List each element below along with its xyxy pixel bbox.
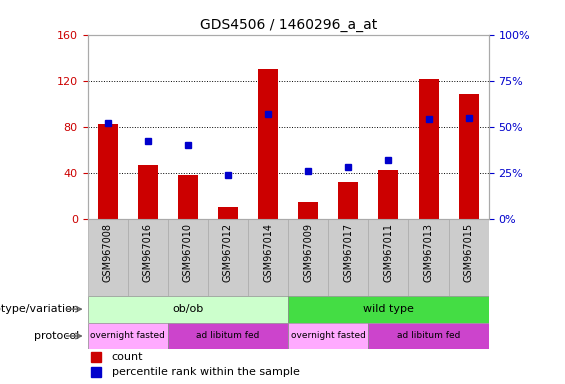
- Bar: [98, 124, 118, 219]
- Bar: [218, 207, 238, 219]
- Text: overnight fasted: overnight fasted: [291, 331, 366, 341]
- Text: overnight fasted: overnight fasted: [90, 331, 165, 341]
- Text: wild type: wild type: [363, 304, 414, 314]
- Text: ad libitum fed: ad libitum fed: [196, 331, 260, 341]
- Text: GSM967012: GSM967012: [223, 223, 233, 282]
- Bar: [168, 323, 288, 349]
- Bar: [449, 219, 489, 296]
- Bar: [338, 182, 358, 219]
- Bar: [88, 219, 128, 296]
- Bar: [88, 323, 168, 349]
- Bar: [368, 323, 489, 349]
- Text: GSM967015: GSM967015: [464, 223, 473, 282]
- Bar: [379, 170, 398, 219]
- Text: GSM967011: GSM967011: [384, 223, 393, 282]
- Bar: [298, 202, 318, 219]
- Text: GSM967013: GSM967013: [424, 223, 433, 282]
- Bar: [248, 219, 288, 296]
- Text: GSM967014: GSM967014: [263, 223, 273, 282]
- Bar: [288, 219, 328, 296]
- Bar: [178, 175, 198, 219]
- Bar: [258, 69, 278, 219]
- Bar: [88, 296, 288, 323]
- Text: protocol: protocol: [34, 331, 80, 341]
- Bar: [128, 219, 168, 296]
- Text: genotype/variation: genotype/variation: [0, 304, 80, 314]
- Bar: [459, 94, 479, 219]
- Bar: [288, 323, 368, 349]
- Text: GSM967008: GSM967008: [103, 223, 112, 282]
- Bar: [138, 165, 158, 219]
- Bar: [328, 219, 368, 296]
- Text: GSM967016: GSM967016: [143, 223, 153, 282]
- Title: GDS4506 / 1460296_a_at: GDS4506 / 1460296_a_at: [199, 18, 377, 32]
- Text: GSM967009: GSM967009: [303, 223, 313, 282]
- Bar: [208, 219, 248, 296]
- Bar: [408, 219, 449, 296]
- Text: ob/ob: ob/ob: [172, 304, 203, 314]
- Text: count: count: [112, 352, 143, 362]
- Bar: [368, 219, 408, 296]
- Text: GSM967017: GSM967017: [344, 223, 353, 282]
- Text: ad libitum fed: ad libitum fed: [397, 331, 460, 341]
- Text: GSM967010: GSM967010: [183, 223, 193, 282]
- Bar: [288, 296, 489, 323]
- Bar: [168, 219, 208, 296]
- Bar: [419, 79, 438, 219]
- Text: percentile rank within the sample: percentile rank within the sample: [112, 367, 299, 377]
